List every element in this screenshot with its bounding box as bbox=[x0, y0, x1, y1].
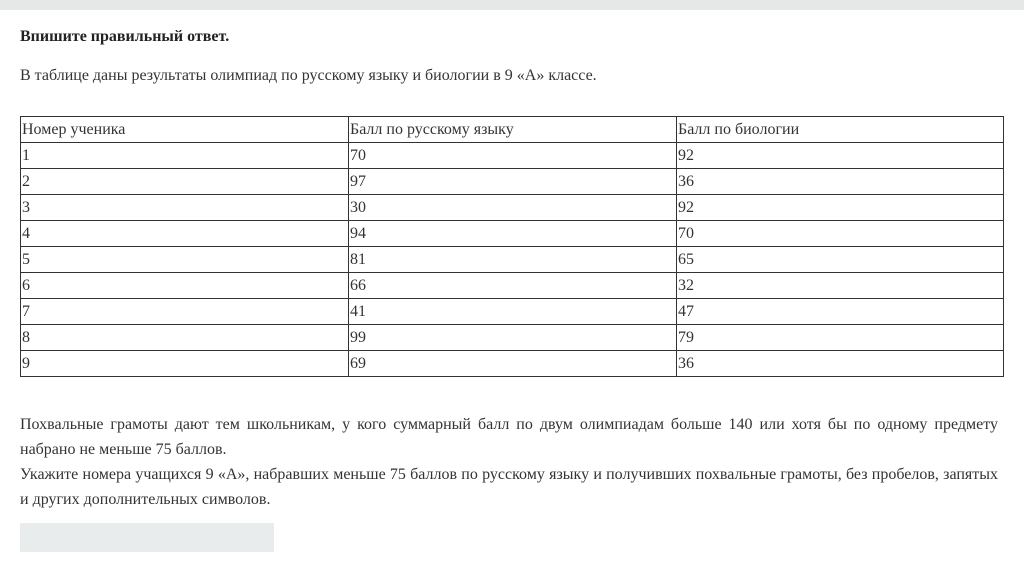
table-cell: 79 bbox=[676, 324, 1004, 351]
task-text: Укажите номера учащихся 9 «А», набравших… bbox=[20, 466, 998, 508]
table-cell: 66 bbox=[348, 272, 677, 299]
question-intro: В таблице даны результаты олимпиад по ру… bbox=[20, 67, 597, 84]
table-cell: 4 bbox=[20, 220, 349, 247]
table-row: 1 70 92 bbox=[20, 142, 1004, 169]
table-cell: 36 bbox=[676, 168, 1004, 195]
table-cell: 65 bbox=[676, 246, 1004, 273]
question-title: Впишите правильный ответ. bbox=[20, 28, 230, 45]
top-bar bbox=[0, 0, 1024, 10]
table-cell: 3 bbox=[20, 194, 349, 221]
table-cell: 36 bbox=[676, 350, 1004, 377]
table-cell: 92 bbox=[676, 142, 1004, 169]
table-row: 2 97 36 bbox=[20, 168, 1004, 195]
answer-input[interactable] bbox=[20, 523, 274, 552]
header-row: Номер ученика Балл по русскому языку Балл … bbox=[20, 116, 1004, 143]
table-cell: 69 bbox=[348, 350, 677, 377]
table-cell: 97 bbox=[348, 168, 677, 195]
table-cell: 8 bbox=[20, 324, 349, 351]
header-cell: Балл по русскому языку bbox=[348, 116, 677, 143]
table-cell: 5 bbox=[20, 246, 349, 273]
table-cell: 30 bbox=[348, 194, 677, 221]
condition-text: Похвальные грамоты дают тем школьникам, … bbox=[20, 416, 998, 458]
table-row: 7 41 47 bbox=[20, 298, 1004, 325]
table-cell: 7 bbox=[20, 298, 349, 325]
table-cell: 81 bbox=[348, 246, 677, 273]
table-cell: 2 bbox=[20, 168, 349, 195]
table-cell: 70 bbox=[676, 220, 1004, 247]
header-cell: Балл по биологии bbox=[676, 116, 1004, 143]
table-cell: 1 bbox=[20, 142, 349, 169]
table-cell: 99 bbox=[348, 324, 677, 351]
results-table: Номер ученика Балл по русскому языку Балл … bbox=[20, 116, 1004, 377]
table-cell: 32 bbox=[676, 272, 1004, 299]
table-row: 9 69 36 bbox=[20, 350, 1004, 377]
table-row: 5 81 65 bbox=[20, 246, 1004, 273]
table-row: 8 99 79 bbox=[20, 324, 1004, 351]
table-row: 4 94 70 bbox=[20, 220, 1004, 247]
table-cell: 6 bbox=[20, 272, 349, 299]
table-row: 3 30 92 bbox=[20, 194, 1004, 221]
table-cell: 92 bbox=[676, 194, 1004, 221]
table-cell: 70 bbox=[348, 142, 677, 169]
table-cell: 41 bbox=[348, 298, 677, 325]
table-cell: 47 bbox=[676, 298, 1004, 325]
table-cell: 94 bbox=[348, 220, 677, 247]
header-cell: Номер ученика bbox=[20, 116, 349, 143]
table-cell: 9 bbox=[20, 350, 349, 377]
table-row: 6 66 32 bbox=[20, 272, 1004, 299]
